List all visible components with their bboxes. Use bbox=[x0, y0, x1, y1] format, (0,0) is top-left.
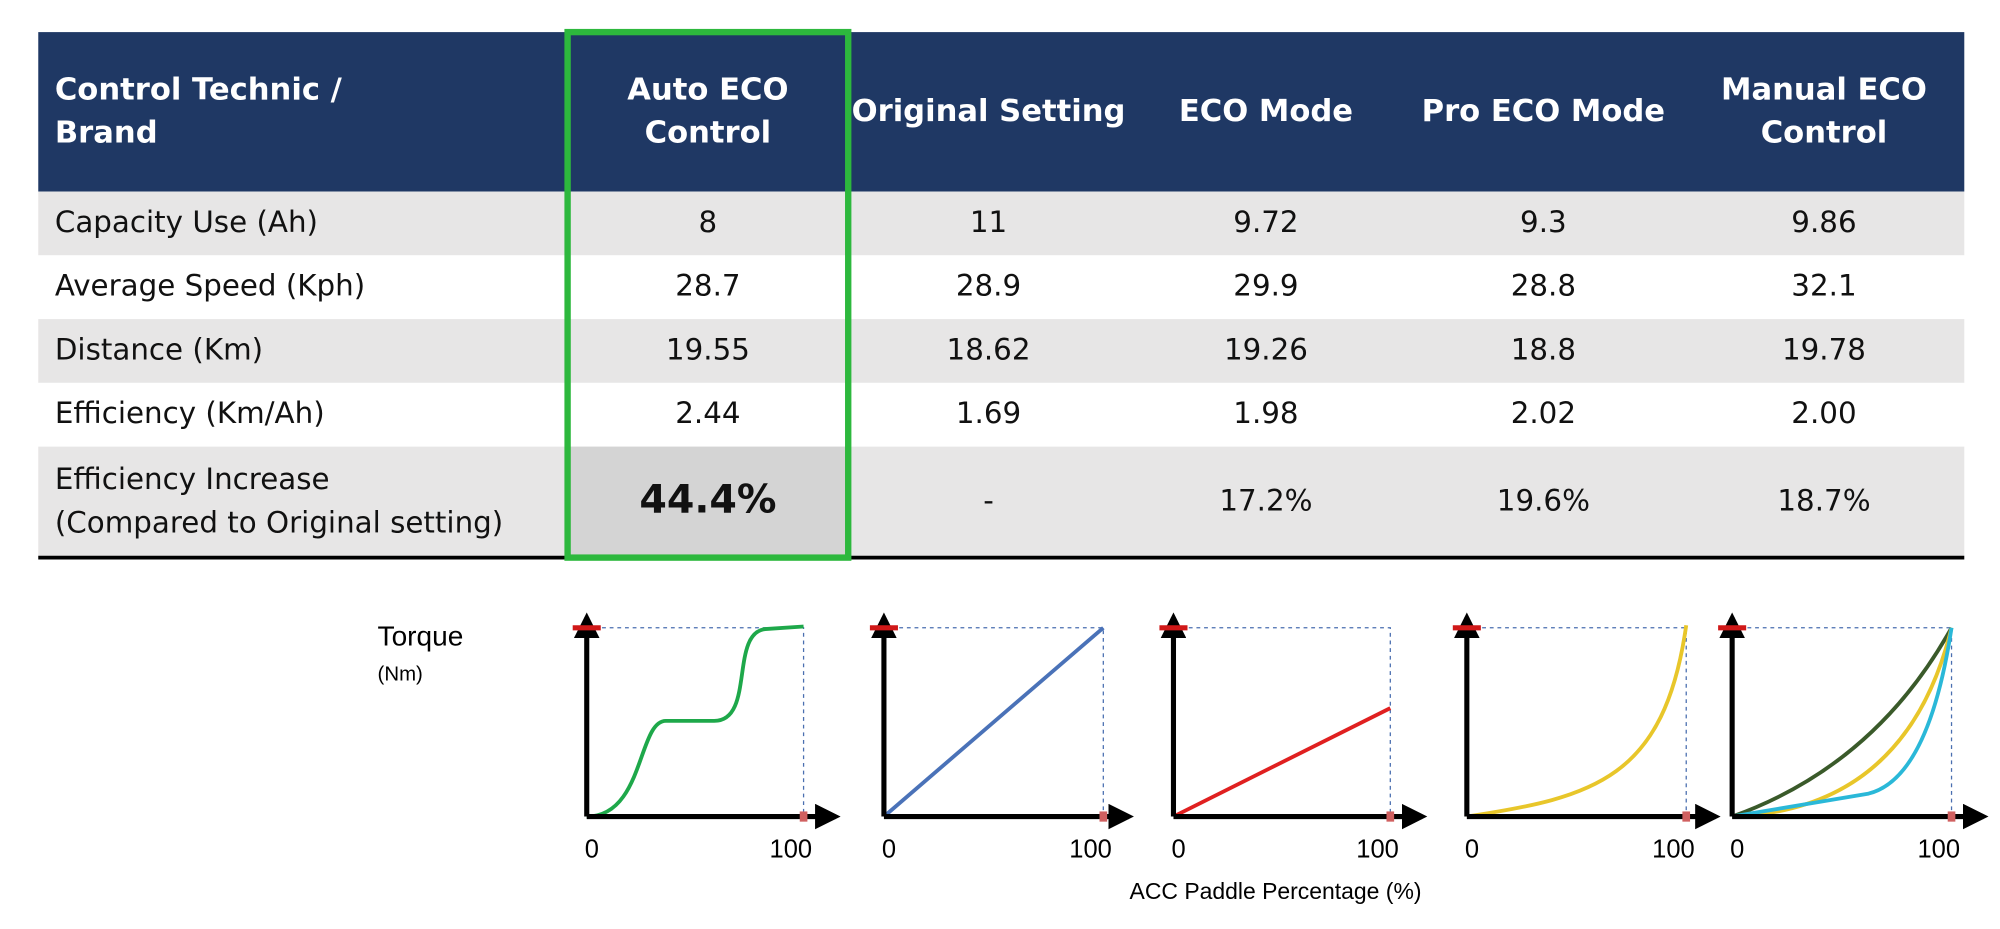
x-tick-label: 0 bbox=[882, 836, 896, 864]
max-marker bbox=[1386, 811, 1395, 822]
cell-value: 44.4% bbox=[639, 477, 776, 523]
header-cell: Pro ECO Mode bbox=[1422, 94, 1665, 129]
x-tick-label: 100 bbox=[1918, 836, 1961, 864]
torque-curve bbox=[1466, 624, 1689, 819]
torque-curve bbox=[882, 626, 1105, 818]
header-cell: Auto ECO Control bbox=[627, 72, 788, 150]
row-band bbox=[38, 382, 1965, 447]
header-cell: Original Setting bbox=[852, 94, 1126, 129]
highlight-cell bbox=[567, 446, 849, 558]
max-marker bbox=[799, 811, 808, 822]
cell-value: 19.78 bbox=[1782, 332, 1866, 366]
row-label: Capacity Use (Ah) bbox=[55, 205, 318, 239]
cell-value: 11 bbox=[970, 205, 1007, 239]
cell-value: 32.1 bbox=[1791, 269, 1856, 303]
guide-line bbox=[883, 627, 1104, 817]
x-tick-label: 0 bbox=[1465, 836, 1479, 864]
cell-value: 17.2% bbox=[1219, 484, 1312, 518]
header-cell: ECO Mode bbox=[1179, 94, 1353, 129]
cell-value: 2.00 bbox=[1791, 396, 1856, 430]
row-band bbox=[38, 319, 1965, 383]
cell-value: 18.7% bbox=[1777, 484, 1870, 518]
max-marker bbox=[1947, 811, 1956, 822]
cell-value: 18.8 bbox=[1511, 332, 1576, 366]
guide-line bbox=[1466, 627, 1687, 817]
cell-value: 2.02 bbox=[1511, 396, 1576, 430]
cell-value: 2.44 bbox=[675, 396, 740, 430]
x-axis-label: ACC Paddle Percentage (%) bbox=[1130, 878, 1422, 904]
x-tick-label: 100 bbox=[1069, 836, 1112, 864]
cell-value: 28.9 bbox=[956, 269, 1021, 303]
torque-curve bbox=[1731, 627, 1954, 819]
torque-curve bbox=[1172, 706, 1392, 819]
cell-value: 29.9 bbox=[1233, 269, 1298, 303]
row-label: Efficiency (Km/Ah) bbox=[55, 396, 325, 430]
header-cell: Manual ECO Control bbox=[1721, 72, 1927, 150]
x-tick-label: 0 bbox=[1730, 836, 1744, 864]
torque-curve bbox=[586, 624, 804, 819]
guide-line bbox=[1732, 627, 1953, 817]
row-band bbox=[38, 191, 1965, 256]
y-axis-label: Torque bbox=[378, 620, 464, 651]
cell-value: 8 bbox=[699, 205, 718, 239]
highlight-frame bbox=[564, 28, 852, 561]
cell-value: 1.69 bbox=[956, 396, 1021, 430]
torque-curve bbox=[1731, 626, 1954, 819]
header-cell: Control Technic / Brand bbox=[55, 72, 343, 150]
y-axis-unit: (Nm) bbox=[378, 663, 423, 685]
cell-value: 1.98 bbox=[1233, 396, 1298, 430]
x-tick-label: 0 bbox=[1171, 836, 1185, 864]
cell-value: 9.86 bbox=[1791, 205, 1856, 239]
header-band bbox=[38, 32, 1965, 192]
row-label: Distance (Km) bbox=[55, 332, 263, 366]
cell-value: 28.7 bbox=[675, 269, 740, 303]
row-band bbox=[38, 446, 1965, 558]
x-tick-label: 100 bbox=[770, 836, 813, 864]
cell-value: 18.62 bbox=[947, 332, 1031, 366]
torque-curve bbox=[1732, 627, 1954, 819]
cell-value: 19.26 bbox=[1224, 332, 1308, 366]
row-label: Efficiency Increase (Compared to Original… bbox=[55, 462, 503, 539]
cell-value: 19.55 bbox=[666, 332, 750, 366]
x-tick-label: 100 bbox=[1356, 836, 1399, 864]
cell-value: - bbox=[983, 484, 994, 518]
row-label: Average Speed (Kph) bbox=[55, 269, 365, 303]
x-tick-label: 0 bbox=[585, 836, 599, 864]
x-tick-label: 100 bbox=[1652, 836, 1695, 864]
cell-value: 28.8 bbox=[1511, 269, 1576, 303]
guide-line bbox=[1173, 627, 1391, 817]
max-marker bbox=[1682, 811, 1691, 822]
max-marker bbox=[1099, 811, 1108, 822]
cell-value: 19.6% bbox=[1497, 484, 1590, 518]
cell-value: 9.72 bbox=[1233, 205, 1298, 239]
cell-value: 9.3 bbox=[1520, 205, 1567, 239]
row-band bbox=[38, 255, 1965, 320]
